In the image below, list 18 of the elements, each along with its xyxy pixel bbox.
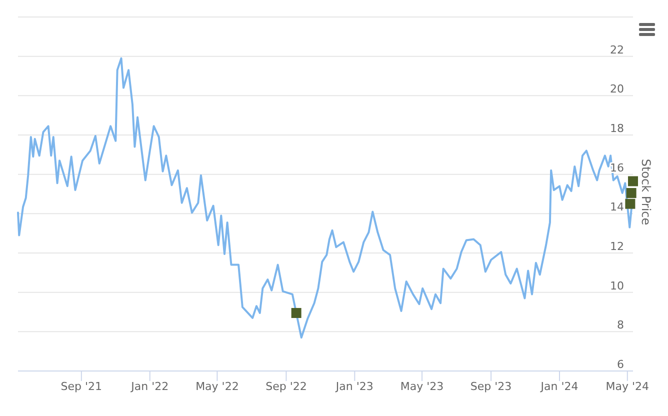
y2-tick-label: 22 [610, 43, 624, 56]
y2-tick-label: 18 [610, 122, 624, 135]
y2-tick-label: 8 [617, 318, 624, 332]
x-tick-label: May '22 [196, 380, 239, 393]
y2-tick-label: 14 [610, 200, 624, 214]
y2-axis-title: Stock Price [639, 158, 653, 226]
x-tick-label: Jan '23 [334, 380, 374, 393]
y2-tick-label: 20 [610, 82, 624, 96]
y2-tick-label: 6 [617, 358, 624, 371]
y2-tick-label: 10 [610, 279, 624, 292]
x-tick-label: Sep '21 [60, 380, 102, 393]
y2-tick-label: 12 [610, 240, 624, 253]
x-tick-label: Sep '22 [266, 380, 307, 393]
x-tick-label: Jan '24 [540, 380, 578, 393]
x-tick-label: May '23 [400, 380, 444, 393]
x-tick-label: Sep '23 [470, 380, 512, 393]
x-tick-label: Jan '22 [130, 380, 169, 393]
x-tick-label: May '24 [606, 380, 650, 393]
